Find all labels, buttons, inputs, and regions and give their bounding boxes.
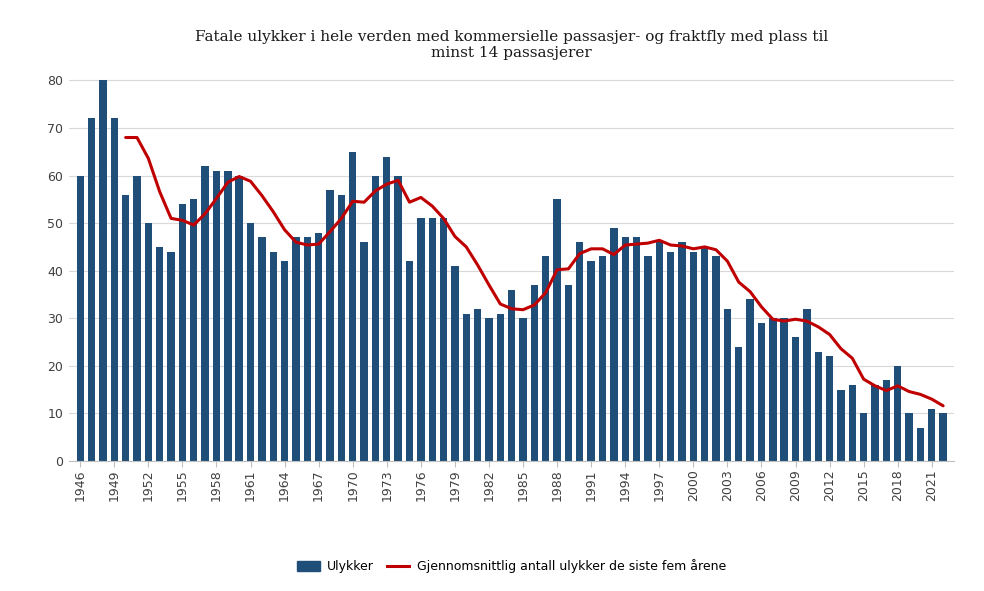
Bar xyxy=(553,199,561,461)
Bar xyxy=(235,176,243,461)
Bar xyxy=(723,309,731,461)
Title: Fatale ulykker i hele verden med kommersielle passasjer- og fraktfly med plass t: Fatale ulykker i hele verden med kommers… xyxy=(195,30,829,60)
Bar xyxy=(452,266,459,461)
Bar xyxy=(77,176,84,461)
Bar xyxy=(405,261,413,461)
Bar xyxy=(179,204,186,461)
Bar xyxy=(837,389,844,461)
Bar xyxy=(860,414,867,461)
Bar xyxy=(428,219,436,461)
Bar xyxy=(99,80,106,461)
Bar xyxy=(315,233,323,461)
Bar xyxy=(803,309,811,461)
Bar xyxy=(133,176,141,461)
Bar xyxy=(417,219,424,461)
Bar xyxy=(304,238,311,461)
Bar xyxy=(735,347,743,461)
Bar xyxy=(247,223,254,461)
Bar xyxy=(769,319,776,461)
Bar xyxy=(258,238,266,461)
Bar xyxy=(213,171,220,461)
Bar xyxy=(292,238,300,461)
Bar xyxy=(88,118,95,461)
Bar xyxy=(928,408,936,461)
Bar xyxy=(599,256,606,461)
Legend: Ulykker, Gjennomsnittlig antall ulykker de siste fem årene: Ulykker, Gjennomsnittlig antall ulykker … xyxy=(291,553,732,580)
Bar xyxy=(667,252,674,461)
Bar xyxy=(587,261,595,461)
Bar xyxy=(167,252,175,461)
Bar xyxy=(905,414,913,461)
Bar xyxy=(520,319,526,461)
Bar xyxy=(871,385,879,461)
Bar xyxy=(848,385,856,461)
Bar xyxy=(202,166,209,461)
Bar xyxy=(156,247,163,461)
Bar xyxy=(462,313,470,461)
Bar xyxy=(270,252,277,461)
Bar xyxy=(780,319,788,461)
Bar xyxy=(383,157,391,461)
Bar xyxy=(280,261,288,461)
Bar xyxy=(940,414,947,461)
Bar xyxy=(690,252,697,461)
Bar xyxy=(395,176,401,461)
Bar xyxy=(678,242,686,461)
Bar xyxy=(655,242,663,461)
Bar xyxy=(894,366,901,461)
Bar xyxy=(327,190,334,461)
Bar xyxy=(110,118,118,461)
Bar xyxy=(224,171,231,461)
Bar xyxy=(497,313,504,461)
Bar xyxy=(360,242,368,461)
Bar xyxy=(622,238,629,461)
Bar xyxy=(712,256,719,461)
Bar xyxy=(701,247,708,461)
Bar xyxy=(826,356,833,461)
Bar xyxy=(565,285,572,461)
Bar xyxy=(530,285,538,461)
Bar xyxy=(485,319,493,461)
Bar xyxy=(747,299,754,461)
Bar xyxy=(349,152,356,461)
Bar xyxy=(610,228,618,461)
Bar xyxy=(815,352,822,461)
Bar xyxy=(645,256,651,461)
Bar xyxy=(508,290,516,461)
Bar xyxy=(474,309,481,461)
Bar xyxy=(758,323,766,461)
Bar xyxy=(372,176,379,461)
Bar xyxy=(633,238,641,461)
Bar xyxy=(576,242,584,461)
Bar xyxy=(440,219,448,461)
Bar xyxy=(883,380,891,461)
Bar xyxy=(917,428,924,461)
Bar xyxy=(122,194,129,461)
Bar xyxy=(145,223,153,461)
Bar xyxy=(190,199,198,461)
Bar xyxy=(792,337,799,461)
Bar xyxy=(338,194,345,461)
Bar xyxy=(542,256,549,461)
